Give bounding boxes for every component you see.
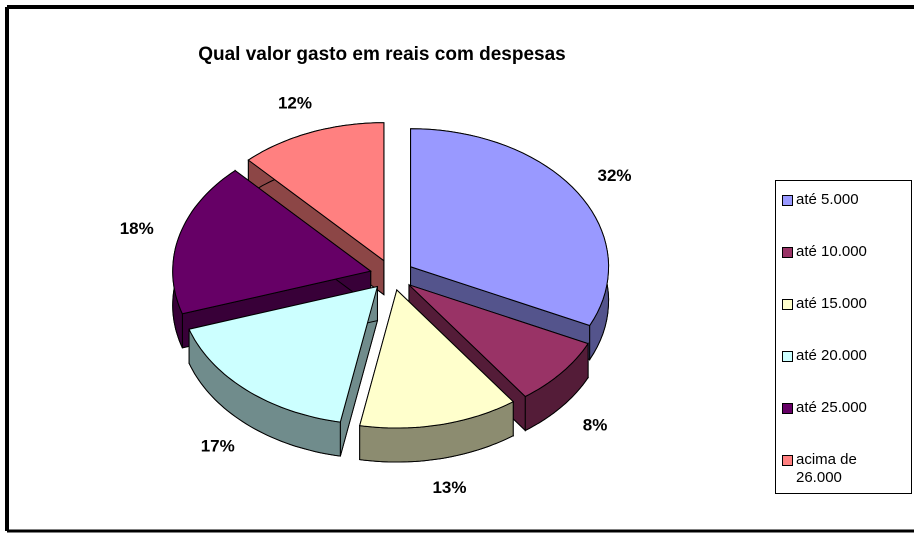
- slice-top: [172, 169, 372, 315]
- data-label: 8%: [583, 416, 608, 435]
- legend: até 5.000 até 10.000 até 15.000 até 20.000 a…: [775, 180, 912, 494]
- slice-top: [188, 285, 379, 423]
- legend-item: acima de 26.000: [782, 451, 911, 503]
- pie-slice: [188, 285, 379, 457]
- pie-slice: [359, 288, 515, 463]
- data-label: 18%: [120, 219, 154, 238]
- legend-label: até 15.000: [796, 295, 867, 312]
- legend-swatch: [782, 299, 793, 310]
- slice-top: [247, 122, 385, 262]
- legend-swatch: [782, 247, 793, 258]
- pie-slice: [247, 122, 385, 296]
- legend-label: até 10.000: [796, 243, 867, 260]
- legend-label: até 25.000: [796, 399, 867, 416]
- legend-label: acima de 26.000: [796, 451, 857, 486]
- legend-item: até 20.000: [782, 347, 911, 399]
- legend-item: até 15.000: [782, 295, 911, 347]
- legend-label: até 20.000: [796, 347, 867, 364]
- legend-swatch: [782, 403, 793, 414]
- slice-top: [359, 289, 515, 429]
- legend-item: até 10.000: [782, 243, 911, 295]
- data-label: 17%: [201, 436, 235, 455]
- legend-item: até 5.000: [782, 191, 911, 243]
- data-label: 13%: [432, 478, 466, 497]
- legend-swatch: [782, 455, 793, 466]
- data-label: 12%: [278, 94, 312, 113]
- legend-item: até 25.000: [782, 399, 911, 451]
- slice-top: [410, 128, 610, 327]
- slice-top: [408, 284, 589, 398]
- data-label: 32%: [598, 166, 632, 185]
- legend-swatch: [782, 351, 793, 362]
- legend-label: até 5.000: [796, 191, 859, 208]
- chart-title: Qual valor gasto em reais com despesas: [198, 44, 566, 65]
- legend-swatch: [782, 195, 793, 206]
